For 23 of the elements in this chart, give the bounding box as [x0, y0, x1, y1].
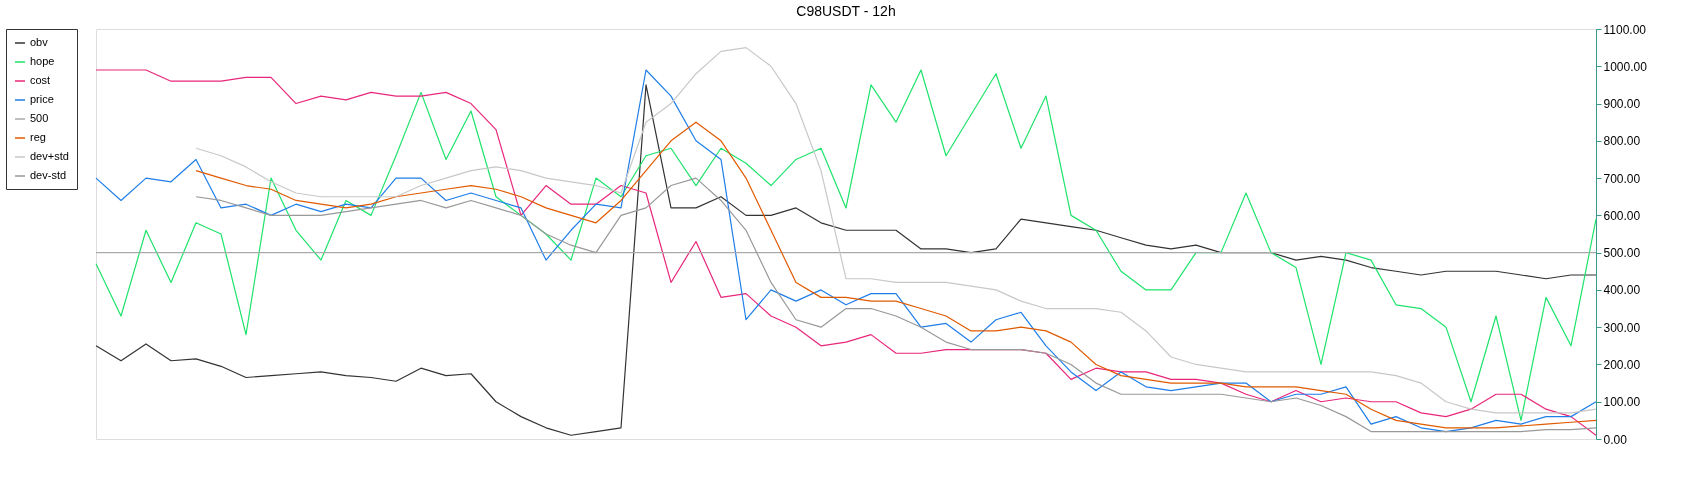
legend-label: obv [30, 36, 49, 48]
y-tick-label: 500.00 [1603, 246, 1641, 261]
line-series [195, 121, 1597, 429]
y-tick-label: 700.00 [1603, 171, 1641, 186]
y-tick-label: 900.00 [1603, 97, 1641, 112]
y-tick-label: 600.00 [1603, 208, 1641, 223]
legend-label: 500 [30, 112, 49, 124]
legend-label: reg [30, 131, 46, 143]
legend-label: cost [30, 74, 51, 86]
y-tick-label: 200.00 [1603, 357, 1641, 372]
y-tick-label: 0.00 [1603, 432, 1628, 447]
line-series [195, 177, 1597, 433]
chart-title: C98USDT - 12h [796, 3, 896, 19]
y-tick-label: 100.00 [1603, 395, 1641, 410]
y-tick-label: 1100.00 [1603, 22, 1647, 37]
y-tick-label: 800.00 [1603, 134, 1641, 149]
legend-label: hope [30, 55, 55, 67]
legend-label: dev+std [30, 150, 69, 162]
legend-label: dev-std [30, 169, 67, 181]
y-tick-label: 300.00 [1603, 320, 1641, 335]
y-tick-label: 1000.00 [1603, 59, 1648, 74]
y-tick-label: 400.00 [1603, 283, 1641, 298]
legend-label: price [30, 93, 54, 105]
